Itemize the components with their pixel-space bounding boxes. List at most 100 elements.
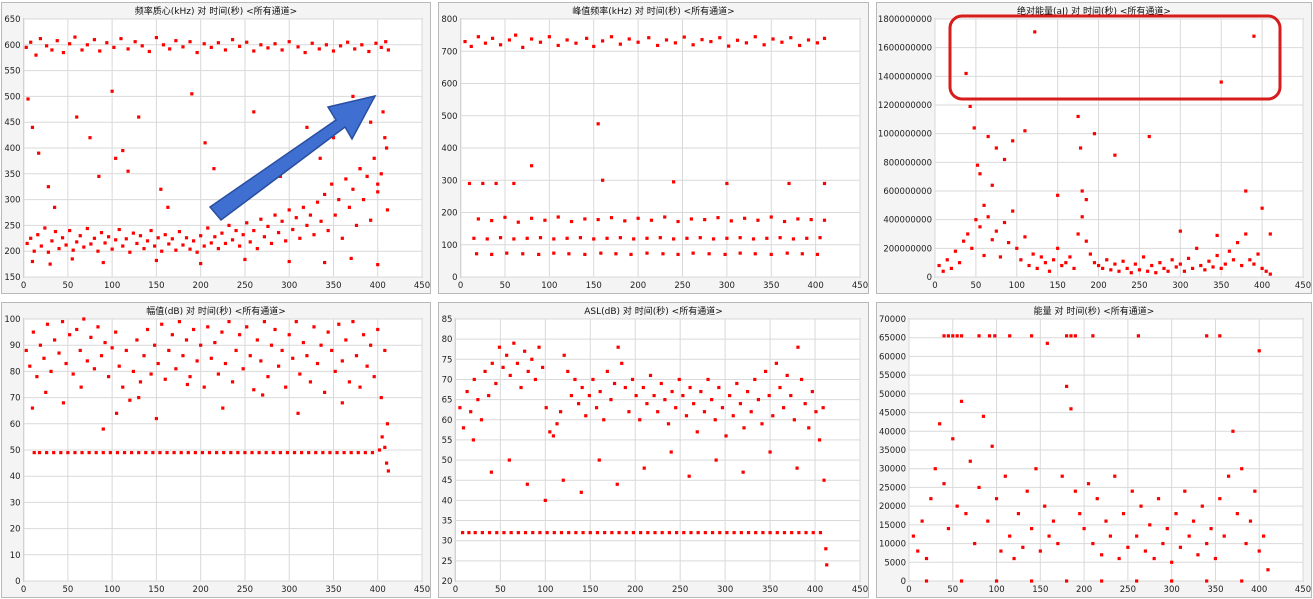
- data-point: [24, 348, 28, 353]
- data-point: [609, 216, 614, 220]
- data-point: [605, 236, 609, 240]
- data-point: [30, 406, 35, 410]
- data-point: [761, 531, 765, 535]
- data-point: [945, 258, 949, 262]
- y-tick-label: 50: [10, 446, 21, 456]
- y-tick-label: 70000: [879, 315, 906, 325]
- data-point: [149, 228, 153, 233]
- data-point: [225, 198, 229, 202]
- data-point: [473, 531, 477, 535]
- data-point: [1011, 209, 1015, 213]
- data-point: [344, 338, 348, 342]
- data-point: [642, 466, 646, 470]
- data-point: [42, 356, 46, 360]
- data-point: [551, 434, 556, 438]
- data-point: [815, 252, 819, 257]
- y-tick-label: 1000000000: [878, 130, 932, 140]
- data-point: [135, 338, 139, 342]
- x-tick-label: 300: [281, 585, 297, 595]
- data-point: [153, 343, 157, 347]
- data-point: [795, 466, 799, 470]
- data-point: [52, 205, 57, 209]
- data-point: [1166, 269, 1170, 273]
- data-point: [483, 41, 488, 45]
- data-point: [70, 257, 74, 261]
- data-point: [713, 418, 717, 422]
- data-point: [490, 36, 495, 40]
- data-point: [60, 320, 65, 324]
- data-point: [1003, 474, 1007, 478]
- data-point: [977, 334, 981, 338]
- data-point: [753, 252, 757, 256]
- data-point: [203, 141, 207, 145]
- data-point: [753, 35, 757, 39]
- data-point: [1021, 545, 1025, 549]
- data-point: [147, 49, 151, 54]
- data-point: [216, 41, 220, 45]
- data-point: [245, 325, 249, 329]
- data-point: [223, 361, 228, 366]
- data-point: [349, 451, 353, 455]
- data-point: [124, 348, 128, 353]
- data-point: [1060, 474, 1064, 478]
- data-point: [1257, 549, 1261, 553]
- data-point: [1080, 189, 1084, 193]
- data-point: [46, 185, 50, 189]
- data-point: [1129, 271, 1133, 275]
- x-tick-label: 50: [500, 281, 511, 291]
- data-point: [50, 48, 54, 52]
- data-point: [1086, 482, 1091, 486]
- data-point: [789, 36, 793, 40]
- data-point: [172, 451, 176, 455]
- x-tick-label: 0: [906, 585, 911, 595]
- data-point: [753, 377, 757, 382]
- data-point: [974, 218, 978, 222]
- data-point: [591, 377, 595, 382]
- data-point: [1047, 269, 1052, 273]
- data-point: [145, 239, 150, 243]
- data-point: [994, 146, 998, 150]
- data-point: [469, 410, 473, 414]
- data-point: [163, 233, 167, 237]
- data-point: [360, 43, 364, 47]
- data-point: [184, 236, 189, 240]
- data-point: [181, 243, 185, 247]
- data-point: [516, 531, 520, 535]
- data-point: [1034, 467, 1038, 471]
- data-point: [114, 330, 118, 334]
- data-point: [269, 241, 274, 246]
- data-point: [716, 216, 720, 220]
- chart-panel-peak-frequency: 峰值频率(kHz) 对 时间(秒) <所有通道> 0 50 100 150 200 250…: [438, 2, 869, 294]
- data-point: [652, 393, 656, 398]
- data-point: [328, 451, 332, 455]
- data-point: [317, 47, 321, 51]
- data-point: [525, 236, 529, 240]
- data-point: [234, 228, 238, 233]
- data-point: [1209, 527, 1213, 531]
- data-point: [981, 414, 986, 418]
- data-point: [815, 41, 819, 45]
- data-point: [460, 531, 465, 535]
- data-point: [505, 251, 509, 255]
- data-point: [673, 41, 677, 45]
- data-point: [1080, 215, 1084, 219]
- data-point: [257, 451, 261, 455]
- data-point: [911, 534, 915, 538]
- data-point: [1002, 220, 1007, 225]
- data-point: [565, 236, 569, 240]
- data-point: [1069, 334, 1073, 338]
- data-point: [818, 236, 822, 240]
- data-point: [140, 44, 144, 48]
- y-tick-label: 50000: [879, 390, 906, 400]
- data-point: [817, 438, 822, 442]
- data-point: [1135, 579, 1139, 583]
- data-point: [36, 233, 40, 237]
- data-point: [340, 105, 344, 109]
- data-point: [266, 375, 270, 379]
- y-tick-label: 800000000: [883, 158, 932, 168]
- data-point: [154, 35, 158, 40]
- data-point: [1150, 263, 1154, 268]
- data-point: [363, 451, 367, 455]
- x-tick-label: 350: [762, 585, 778, 595]
- data-point: [1051, 258, 1056, 262]
